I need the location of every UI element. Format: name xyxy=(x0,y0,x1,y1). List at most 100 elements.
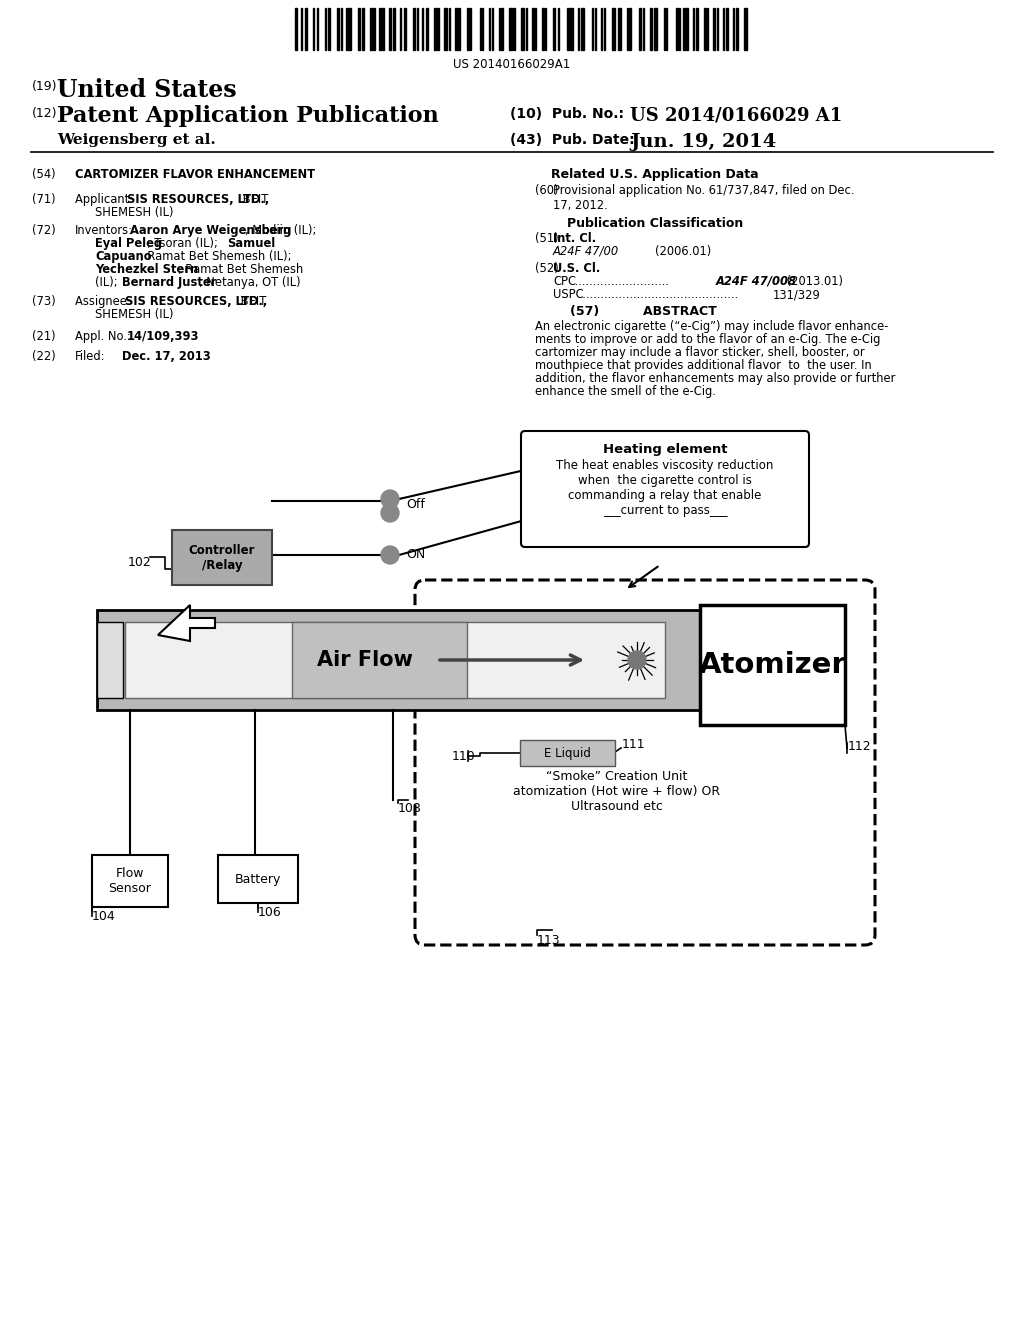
Bar xyxy=(434,8,436,50)
Text: 108: 108 xyxy=(398,801,422,814)
Circle shape xyxy=(628,651,646,669)
Bar xyxy=(389,8,391,50)
Text: An electronic cigarette (“e-Cig”) may include flavor enhance-: An electronic cigarette (“e-Cig”) may in… xyxy=(535,319,889,333)
Bar xyxy=(700,605,845,725)
Bar xyxy=(172,531,272,585)
Text: Yechezkel Stern: Yechezkel Stern xyxy=(95,263,199,276)
Bar xyxy=(467,8,469,50)
Bar xyxy=(404,8,406,50)
Text: Weigensberg et al.: Weigensberg et al. xyxy=(57,133,216,147)
Text: Applicant:: Applicant: xyxy=(75,193,140,206)
Bar xyxy=(358,8,360,50)
Text: 111: 111 xyxy=(622,738,645,751)
Bar xyxy=(125,622,665,698)
Text: Filed:: Filed: xyxy=(75,350,105,363)
Bar xyxy=(362,8,364,50)
Bar xyxy=(218,855,298,903)
Bar xyxy=(92,855,168,907)
Text: (19): (19) xyxy=(32,81,57,92)
Text: (2013.01): (2013.01) xyxy=(783,275,843,288)
Bar xyxy=(532,8,534,50)
Bar xyxy=(713,8,715,50)
Text: CPC: CPC xyxy=(553,275,575,288)
Bar xyxy=(521,8,524,50)
Text: Heating element: Heating element xyxy=(603,444,727,455)
Bar xyxy=(328,8,330,50)
Circle shape xyxy=(381,490,399,508)
Text: CARTOMIZER FLAVOR ENHANCEMENT: CARTOMIZER FLAVOR ENHANCEMENT xyxy=(75,168,315,181)
Text: Atomizer: Atomizer xyxy=(698,651,847,678)
Bar xyxy=(458,8,460,50)
Text: ments to improve or add to the flavor of an e-Cig. The e-Cig: ments to improve or add to the flavor of… xyxy=(535,333,881,346)
Text: (52): (52) xyxy=(535,261,559,275)
Text: (12): (12) xyxy=(32,107,57,120)
Bar xyxy=(437,8,439,50)
Bar xyxy=(612,8,615,50)
Text: Provisional application No. 61/737,847, filed on Dec.
17, 2012.: Provisional application No. 61/737,847, … xyxy=(553,183,854,213)
Text: Off: Off xyxy=(406,498,425,511)
Text: Inventors:: Inventors: xyxy=(75,224,133,238)
Text: United States: United States xyxy=(57,78,237,102)
Text: mouthpiece that provides additional flavor  to  the user. In: mouthpiece that provides additional flav… xyxy=(535,359,871,372)
Text: 131/329: 131/329 xyxy=(773,288,821,301)
Circle shape xyxy=(381,504,399,521)
Text: ON: ON xyxy=(406,549,425,561)
Text: U.S. Cl.: U.S. Cl. xyxy=(553,261,600,275)
Text: , Tsoran (IL);: , Tsoran (IL); xyxy=(147,238,221,249)
Bar xyxy=(744,8,746,50)
Bar xyxy=(629,8,631,50)
Text: 14/109,393: 14/109,393 xyxy=(127,330,200,343)
Text: , Ramat Bet Shemesh: , Ramat Bet Shemesh xyxy=(178,263,303,276)
Text: 102: 102 xyxy=(128,556,152,569)
Bar xyxy=(685,8,688,50)
Bar xyxy=(348,8,351,50)
Bar xyxy=(736,8,738,50)
Polygon shape xyxy=(158,605,215,642)
Text: Samuel: Samuel xyxy=(227,238,275,249)
Bar xyxy=(97,622,123,698)
Bar xyxy=(726,8,728,50)
Text: E Liquid: E Liquid xyxy=(544,747,591,759)
Bar xyxy=(520,741,615,766)
Bar xyxy=(705,8,706,50)
Bar xyxy=(650,8,652,50)
Bar xyxy=(172,531,272,585)
Text: (IL);: (IL); xyxy=(95,276,121,289)
Text: Jun. 19, 2014: Jun. 19, 2014 xyxy=(630,133,776,150)
Text: ............................................: ........................................… xyxy=(575,288,738,301)
Bar xyxy=(382,8,384,50)
Text: (57)          ABSTRACT: (57) ABSTRACT xyxy=(569,305,717,318)
Bar xyxy=(455,8,457,50)
Text: (73): (73) xyxy=(32,294,55,308)
Text: Battery: Battery xyxy=(234,873,282,886)
Text: BEIT: BEIT xyxy=(237,294,266,308)
Bar xyxy=(676,8,678,50)
Text: SHEMESH (IL): SHEMESH (IL) xyxy=(95,308,173,321)
Bar xyxy=(509,8,512,50)
Text: Publication Classification: Publication Classification xyxy=(567,216,743,230)
Text: SHEMESH (IL): SHEMESH (IL) xyxy=(95,206,173,219)
Bar xyxy=(553,8,555,50)
Text: , Ramat Bet Shemesh (IL);: , Ramat Bet Shemesh (IL); xyxy=(140,249,292,263)
Bar xyxy=(295,8,297,50)
Text: SIS RESOURCES, LTD.,: SIS RESOURCES, LTD., xyxy=(125,294,267,308)
Bar xyxy=(413,8,415,50)
Text: (51): (51) xyxy=(535,232,559,246)
Bar xyxy=(618,8,621,50)
Text: A24F 47/00: A24F 47/00 xyxy=(553,246,620,257)
Text: US 20140166029A1: US 20140166029A1 xyxy=(454,58,570,71)
Bar xyxy=(393,8,395,50)
Text: 106: 106 xyxy=(258,906,282,919)
Text: Controller
/Relay: Controller /Relay xyxy=(188,544,255,572)
Text: USPC: USPC xyxy=(553,288,584,301)
Text: (71): (71) xyxy=(32,193,55,206)
Text: (72): (72) xyxy=(32,224,55,238)
Bar xyxy=(444,8,447,50)
Text: (2006.01): (2006.01) xyxy=(655,246,712,257)
Bar xyxy=(581,8,584,50)
Text: “Smoke” Creation Unit
atomization (Hot wire + flow) OR
Ultrasound etc: “Smoke” Creation Unit atomization (Hot w… xyxy=(513,770,721,813)
Bar xyxy=(501,8,503,50)
Text: 110: 110 xyxy=(452,750,476,763)
Bar xyxy=(379,8,381,50)
Bar xyxy=(570,8,573,50)
